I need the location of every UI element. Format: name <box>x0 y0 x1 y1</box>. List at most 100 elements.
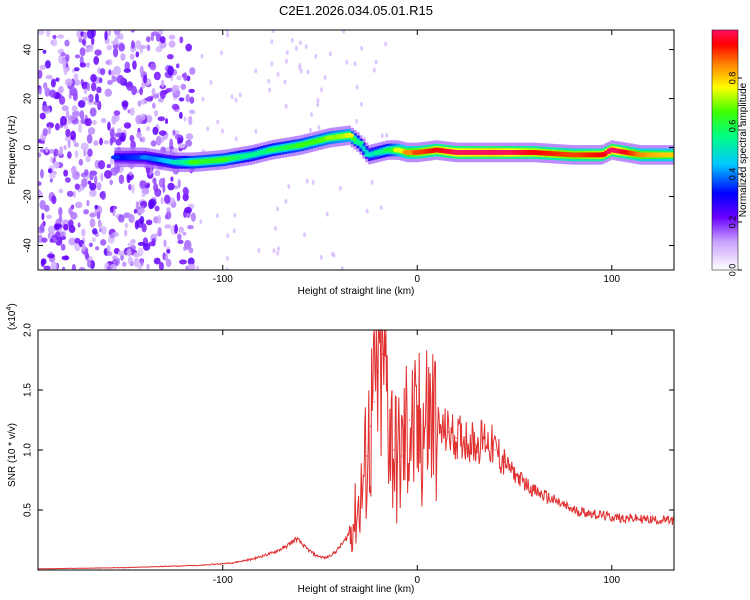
noise-speckle <box>172 147 179 155</box>
ridge-cell <box>163 158 168 164</box>
noise-speckle <box>61 105 69 112</box>
noise-speckle <box>107 79 114 85</box>
noise-speckle <box>123 122 132 129</box>
noise-speckle <box>133 257 140 268</box>
noise-speckle <box>60 232 64 237</box>
snr-data-point <box>366 455 368 457</box>
noise-speckle <box>41 105 50 112</box>
noise-speckle <box>48 173 56 179</box>
snr-data-point <box>270 552 272 554</box>
noise-speckle <box>78 158 84 166</box>
noise-speckle <box>84 117 92 127</box>
noise-speckle <box>65 128 71 138</box>
noise-speckle <box>129 53 135 60</box>
ridge-cell <box>537 150 541 156</box>
snr-data-point <box>251 558 253 560</box>
spectrogram-marks <box>38 30 674 270</box>
noise-speckle <box>45 74 53 80</box>
ridge-cell <box>476 150 480 155</box>
snr-x-tick-label: 100 <box>603 575 620 586</box>
snr-data-point <box>484 437 486 439</box>
ridge-cell <box>651 152 655 158</box>
snr-data-point <box>231 562 234 564</box>
ridge-cell <box>155 156 159 162</box>
noise-speckle <box>314 53 318 59</box>
snr-axes: -100 0 100 0.5 1.0 1.5 2.0 <box>23 323 674 586</box>
noise-speckle <box>40 168 44 179</box>
ridge-cell <box>207 158 211 164</box>
noise-speckle <box>179 36 184 44</box>
noise-speckle <box>112 47 119 58</box>
noise-speckle <box>135 40 142 50</box>
noise-speckle <box>146 96 153 102</box>
ridge-cell <box>350 135 354 140</box>
ridge-cell <box>659 152 664 158</box>
noise-speckle <box>63 169 69 177</box>
ridge-cell <box>546 150 550 156</box>
spectrogram-x-tick-label: 100 <box>603 274 620 285</box>
noise-speckle <box>109 179 114 186</box>
snr-data-point <box>412 437 414 439</box>
noise-speckle <box>234 136 238 142</box>
ridge-cell <box>473 150 477 155</box>
spectrogram-axes: -100 0 100 -40 -20 0 20 40 <box>23 30 674 285</box>
noise-speckle <box>101 225 107 235</box>
noise-speckle <box>185 139 193 147</box>
noise-speckle <box>121 261 127 267</box>
noise-speckle <box>112 255 118 260</box>
noise-speckle <box>138 208 145 214</box>
snr-data-point <box>284 546 286 548</box>
noise-speckle <box>325 211 329 217</box>
ridge-cell <box>198 159 203 165</box>
noise-speckle <box>119 32 124 41</box>
snr-data-point <box>475 443 477 445</box>
ridge-cell <box>543 150 547 156</box>
ridge-cell <box>511 150 515 155</box>
noise-speckle <box>185 133 194 140</box>
spectrogram-y-tick-label: -40 <box>23 238 34 253</box>
noise-speckle <box>109 128 115 139</box>
noise-speckle <box>187 257 195 266</box>
noise-speckle <box>267 87 271 93</box>
noise-speckle <box>50 261 58 270</box>
noise-speckle <box>66 190 74 197</box>
noise-speckle <box>53 148 59 157</box>
ridge-point <box>353 140 364 145</box>
snr-data-point <box>86 567 88 569</box>
noise-speckle <box>232 228 236 234</box>
ridge-cell <box>604 150 608 156</box>
noise-speckle <box>178 226 185 233</box>
noise-speckle <box>64 39 70 47</box>
ridge-cell <box>333 134 337 140</box>
noise-speckle <box>100 239 107 246</box>
noise-speckle <box>118 174 125 184</box>
noise-speckle <box>59 146 64 156</box>
snr-panel: -100 0 100 0.5 1.0 1.5 2.0 Height of straight … <box>6 303 675 595</box>
noise-speckle <box>86 133 93 144</box>
noise-speckle <box>271 30 275 34</box>
noise-speckle <box>68 225 76 234</box>
noise-speckle <box>353 61 357 67</box>
noise-speckle <box>155 135 162 146</box>
noise-speckle <box>151 87 156 96</box>
snr-data-point <box>404 437 407 439</box>
ridge-cell <box>230 155 235 161</box>
ridge-cell <box>263 149 267 155</box>
noise-speckle <box>106 266 112 270</box>
noise-speckle <box>71 111 80 117</box>
noise-speckle <box>115 138 122 146</box>
noise-speckle <box>39 223 45 233</box>
ridge-cell <box>181 159 185 165</box>
snr-data-point <box>465 437 467 439</box>
noise-speckle <box>174 185 179 190</box>
noise-speckle <box>108 69 112 76</box>
noise-speckle <box>146 44 151 52</box>
ridge-cell <box>470 150 474 155</box>
noise-speckle <box>61 266 66 270</box>
noise-speckle <box>151 31 159 37</box>
noise-speckle <box>41 237 48 243</box>
noise-speckle <box>70 130 76 141</box>
noise-speckle <box>167 65 175 76</box>
noise-speckle <box>49 238 54 243</box>
ridge-cell <box>443 148 448 154</box>
